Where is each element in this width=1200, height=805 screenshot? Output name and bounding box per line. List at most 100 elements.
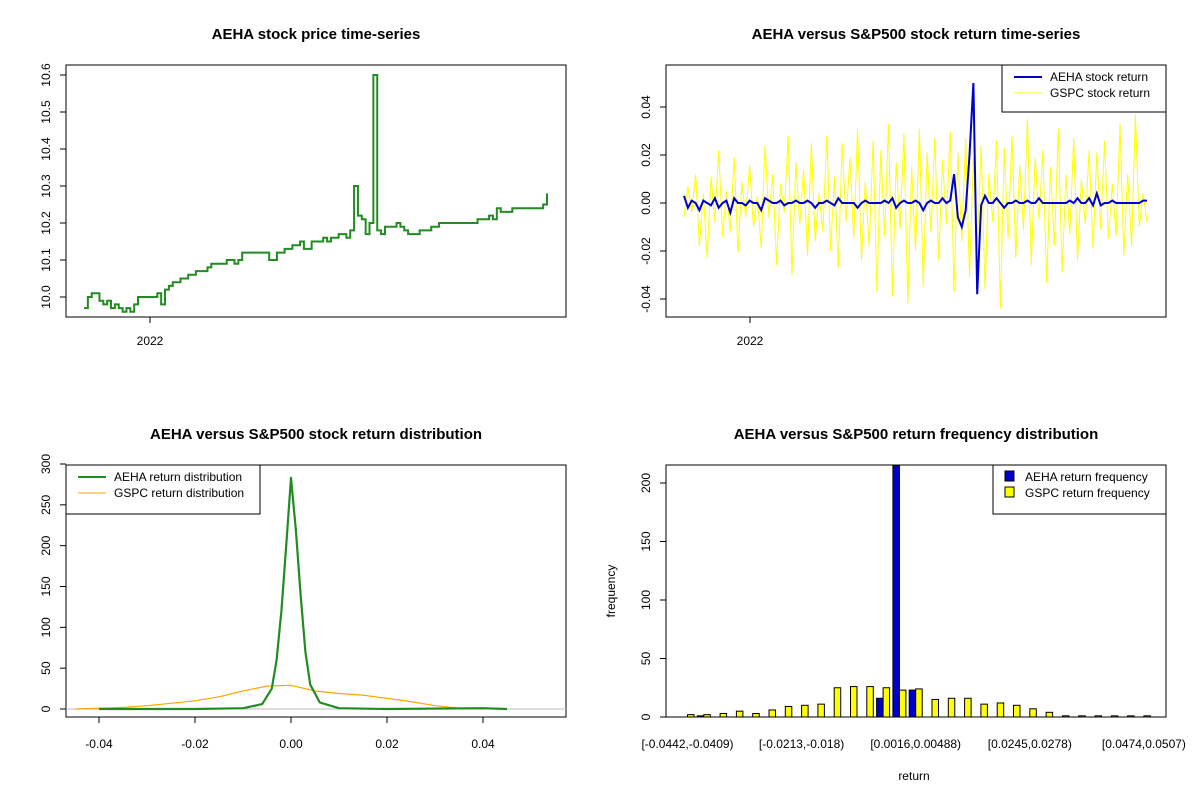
- legend-box-3: [992, 464, 1167, 515]
- legend-label-1-0: AEHA stock return: [1050, 70, 1148, 84]
- bar-gspc-22: [1045, 711, 1054, 717]
- bar-gspc-10: [850, 686, 858, 717]
- bar-aeha-13: [892, 465, 900, 717]
- bar-gspc-27: [1127, 715, 1135, 717]
- plot-frame-0: [65, 64, 567, 318]
- y-tick-label-0-2: 10.2: [39, 211, 53, 235]
- legend-3: AEHA return frequency GSPC return frequen…: [992, 464, 1167, 515]
- bar-gspc-28: [1143, 715, 1151, 717]
- bar-gspc-12: [882, 687, 891, 717]
- bar-gspc-11: [866, 686, 874, 717]
- bar-gspc-26: [1110, 715, 1119, 717]
- y-tick-label-3-2: 100: [639, 590, 653, 610]
- y-tick-label-2-1: 50: [39, 661, 53, 675]
- x-tick-label-2-1: -0.02: [181, 737, 209, 751]
- x-tick-label-3-2: [0.0016,0.00488): [870, 737, 961, 751]
- series-density-aeha: [99, 476, 508, 711]
- chart-title-1: AEHA versus S&P500 stock return time-ser…: [752, 26, 1081, 43]
- y-tick-label-2-2: 100: [39, 617, 53, 637]
- bar-gspc-0: [687, 714, 695, 717]
- legend-box-1: [1001, 64, 1167, 113]
- bar-gspc-16: [947, 697, 956, 717]
- y-tick-label-2-0: 0: [39, 705, 53, 712]
- y-tick-label-1-4: 0.04: [639, 95, 653, 119]
- y-tick-label-0-6: 10.6: [39, 63, 53, 87]
- bar-aeha-12: [876, 697, 884, 717]
- x-axis-label-3: return: [898, 769, 929, 783]
- bar-aeha-1: [696, 715, 705, 717]
- legend-label-1-1: GSPC stock return: [1050, 86, 1150, 100]
- series-line-aeha-price: [84, 74, 548, 313]
- y-tick-label-0-3: 10.3: [39, 174, 53, 198]
- x-tick-label-2-4: 0.04: [471, 737, 495, 751]
- chart-title-2: AEHA versus S&P500 stock return distribu…: [150, 426, 482, 443]
- legend-swatch-3-1: [1004, 486, 1015, 498]
- x-tick-label-3-3: [0.0245,0.0278): [988, 737, 1072, 751]
- legend-label-3-1: GSPC return frequency: [1025, 486, 1150, 500]
- bar-gspc-2: [719, 712, 728, 717]
- bar-gspc-21: [1029, 708, 1037, 717]
- bar-gspc-5: [768, 709, 776, 717]
- bar-gspc-25: [1094, 715, 1102, 717]
- plot-frame-2: [65, 464, 567, 718]
- x-tick-label-3-4: [0.0474,0.0507): [1102, 737, 1186, 751]
- bar-gspc-14: [915, 688, 923, 717]
- bar-gspc-24: [1078, 715, 1086, 717]
- bar-gspc-9: [833, 687, 842, 717]
- y-tick-label-1-1: -0.02: [639, 237, 653, 265]
- bar-gspc-1: [703, 714, 711, 717]
- bar-gspc-19: [996, 702, 1005, 717]
- plot-frame-1: [665, 64, 1167, 318]
- y-tick-label-0-4: 10.4: [39, 137, 53, 161]
- legend-2: AEHA return distribution GSPC return dist…: [65, 464, 261, 515]
- y-tick-label-3-0: 0: [639, 713, 653, 720]
- x-tick-label-3-0: [-0.0442,-0.0409): [641, 737, 733, 751]
- y-tick-label-3-4: 200: [639, 473, 653, 493]
- legend-label-2-1: GSPC return distribution: [114, 486, 244, 500]
- y-tick-label-2-5: 250: [39, 495, 53, 515]
- legend-swatch-3-0: [1004, 470, 1015, 482]
- legend-label-2-0: AEHA return distribution: [114, 470, 242, 484]
- bar-gspc-8: [817, 703, 825, 717]
- y-tick-label-0-0: 10.0: [39, 285, 53, 309]
- y-tick-label-1-3: 0.02: [639, 143, 653, 167]
- bar-gspc-15: [931, 698, 939, 717]
- bar-gspc-23: [1061, 715, 1070, 717]
- x-tick-label-0-0: 2022: [137, 334, 164, 348]
- legend-box-2: [65, 464, 261, 515]
- y-tick-label-0-5: 10.5: [39, 100, 53, 124]
- legend-1: AEHA stock return GSPC stock return: [1001, 64, 1167, 113]
- y-tick-label-1-2: 0.00: [639, 191, 653, 215]
- x-tick-label-2-2: 0.00: [279, 737, 303, 751]
- bar-gspc-13: [898, 689, 907, 717]
- bar-gspc-3: [735, 710, 744, 717]
- chart-title-3: AEHA versus S&P500 return frequency dist…: [734, 426, 1099, 443]
- y-tick-label-0-1: 10.1: [39, 248, 53, 272]
- chart-title-0: AEHA stock price time-series: [212, 26, 421, 43]
- bar-gspc-4: [752, 712, 760, 717]
- series-line-aeha-return: [683, 82, 1147, 295]
- bar-gspc-7: [801, 704, 809, 717]
- y-tick-label-3-3: 150: [639, 531, 653, 551]
- bar-gspc-18: [980, 703, 988, 717]
- series-line-gspc-return: [683, 114, 1148, 309]
- bars-3: [687, 465, 1151, 717]
- y-tick-label-2-4: 200: [39, 535, 53, 555]
- x-tick-label-2-0: -0.04: [85, 737, 113, 751]
- bar-aeha-14: [908, 689, 917, 717]
- legend-label-3-0: AEHA return frequency: [1025, 470, 1148, 484]
- x-tick-label-2-3: 0.02: [375, 737, 399, 751]
- y-tick-label-2-3: 150: [39, 576, 53, 596]
- y-tick-label-1-0: -0.04: [639, 285, 653, 313]
- bar-gspc-6: [784, 705, 793, 717]
- y-tick-label-3-1: 50: [639, 652, 653, 666]
- series-density-gspc: [74, 684, 484, 710]
- y-axis-label-3: frequency: [604, 565, 618, 618]
- bar-gspc-17: [964, 697, 972, 717]
- x-tick-label-3-1: [-0.0213,-0.018): [759, 737, 844, 751]
- bar-gspc-20: [1013, 704, 1021, 717]
- x-tick-label-1-0: 2022: [737, 334, 764, 348]
- y-tick-label-2-6: 300: [39, 454, 53, 474]
